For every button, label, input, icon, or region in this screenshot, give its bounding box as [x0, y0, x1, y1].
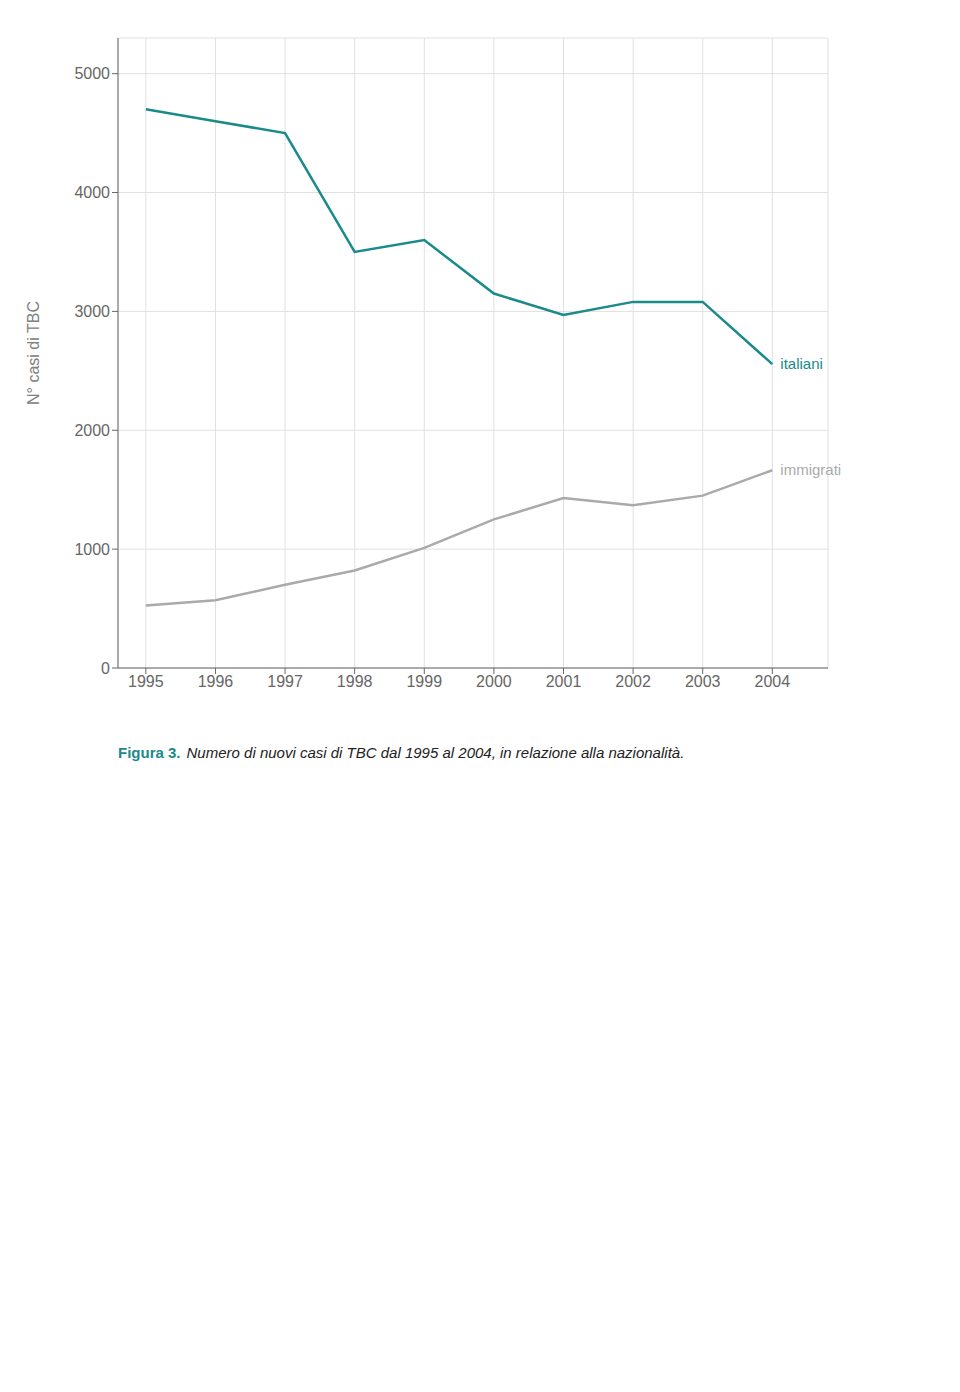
svg-text:4000: 4000 — [74, 184, 110, 201]
svg-text:2003: 2003 — [685, 673, 721, 690]
svg-text:1999: 1999 — [406, 673, 442, 690]
svg-text:3000: 3000 — [74, 303, 110, 320]
svg-text:2000: 2000 — [476, 673, 512, 690]
svg-text:1995: 1995 — [128, 673, 164, 690]
svg-text:0: 0 — [101, 660, 110, 677]
svg-text:1000: 1000 — [74, 541, 110, 558]
svg-text:italiani: italiani — [780, 355, 823, 372]
svg-text:1997: 1997 — [267, 673, 303, 690]
svg-text:N° casi di TBC: N° casi di TBC — [25, 301, 42, 405]
svg-text:2001: 2001 — [546, 673, 582, 690]
svg-text:1996: 1996 — [198, 673, 234, 690]
svg-text:2002: 2002 — [615, 673, 651, 690]
svg-text:2000: 2000 — [74, 422, 110, 439]
html-text:Figura 3. Numero di nuovi casi: Figura 3. Numero di nuovi casi di TBC da… — [118, 744, 685, 761]
svg-text:1998: 1998 — [337, 673, 373, 690]
svg-text:5000: 5000 — [74, 65, 110, 82]
svg-text:2004: 2004 — [755, 673, 791, 690]
svg-text:immigrati: immigrati — [780, 461, 841, 478]
